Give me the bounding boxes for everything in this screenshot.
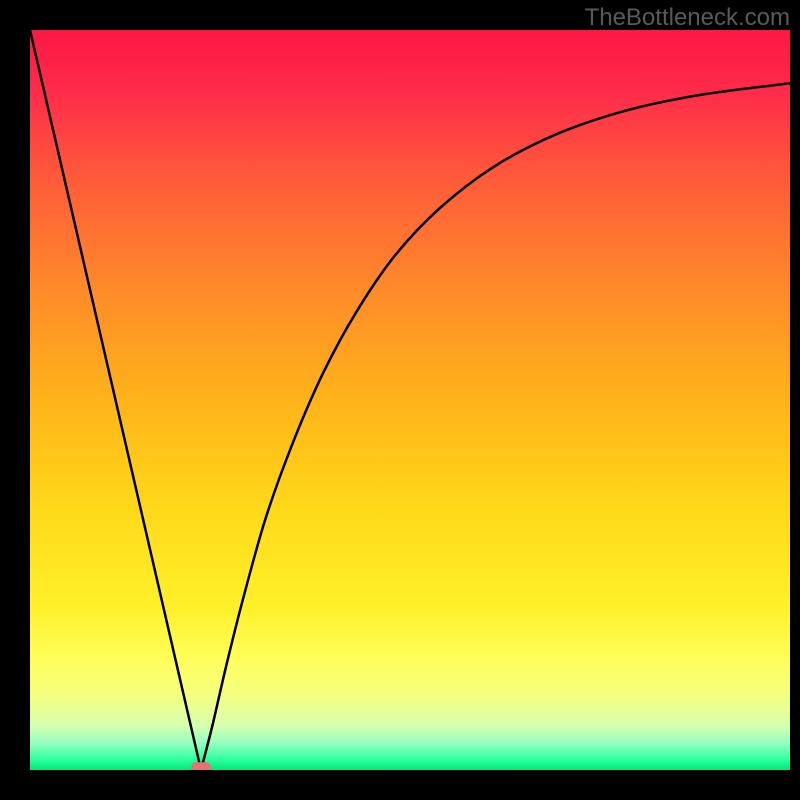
curve-path: [30, 30, 790, 770]
plot-area: [30, 30, 790, 770]
watermark-text: TheBottleneck.com: [585, 4, 790, 32]
chart-frame: TheBottleneck.com: [0, 0, 800, 800]
minimum-marker: [192, 762, 211, 770]
bottleneck-curve: [30, 30, 790, 770]
